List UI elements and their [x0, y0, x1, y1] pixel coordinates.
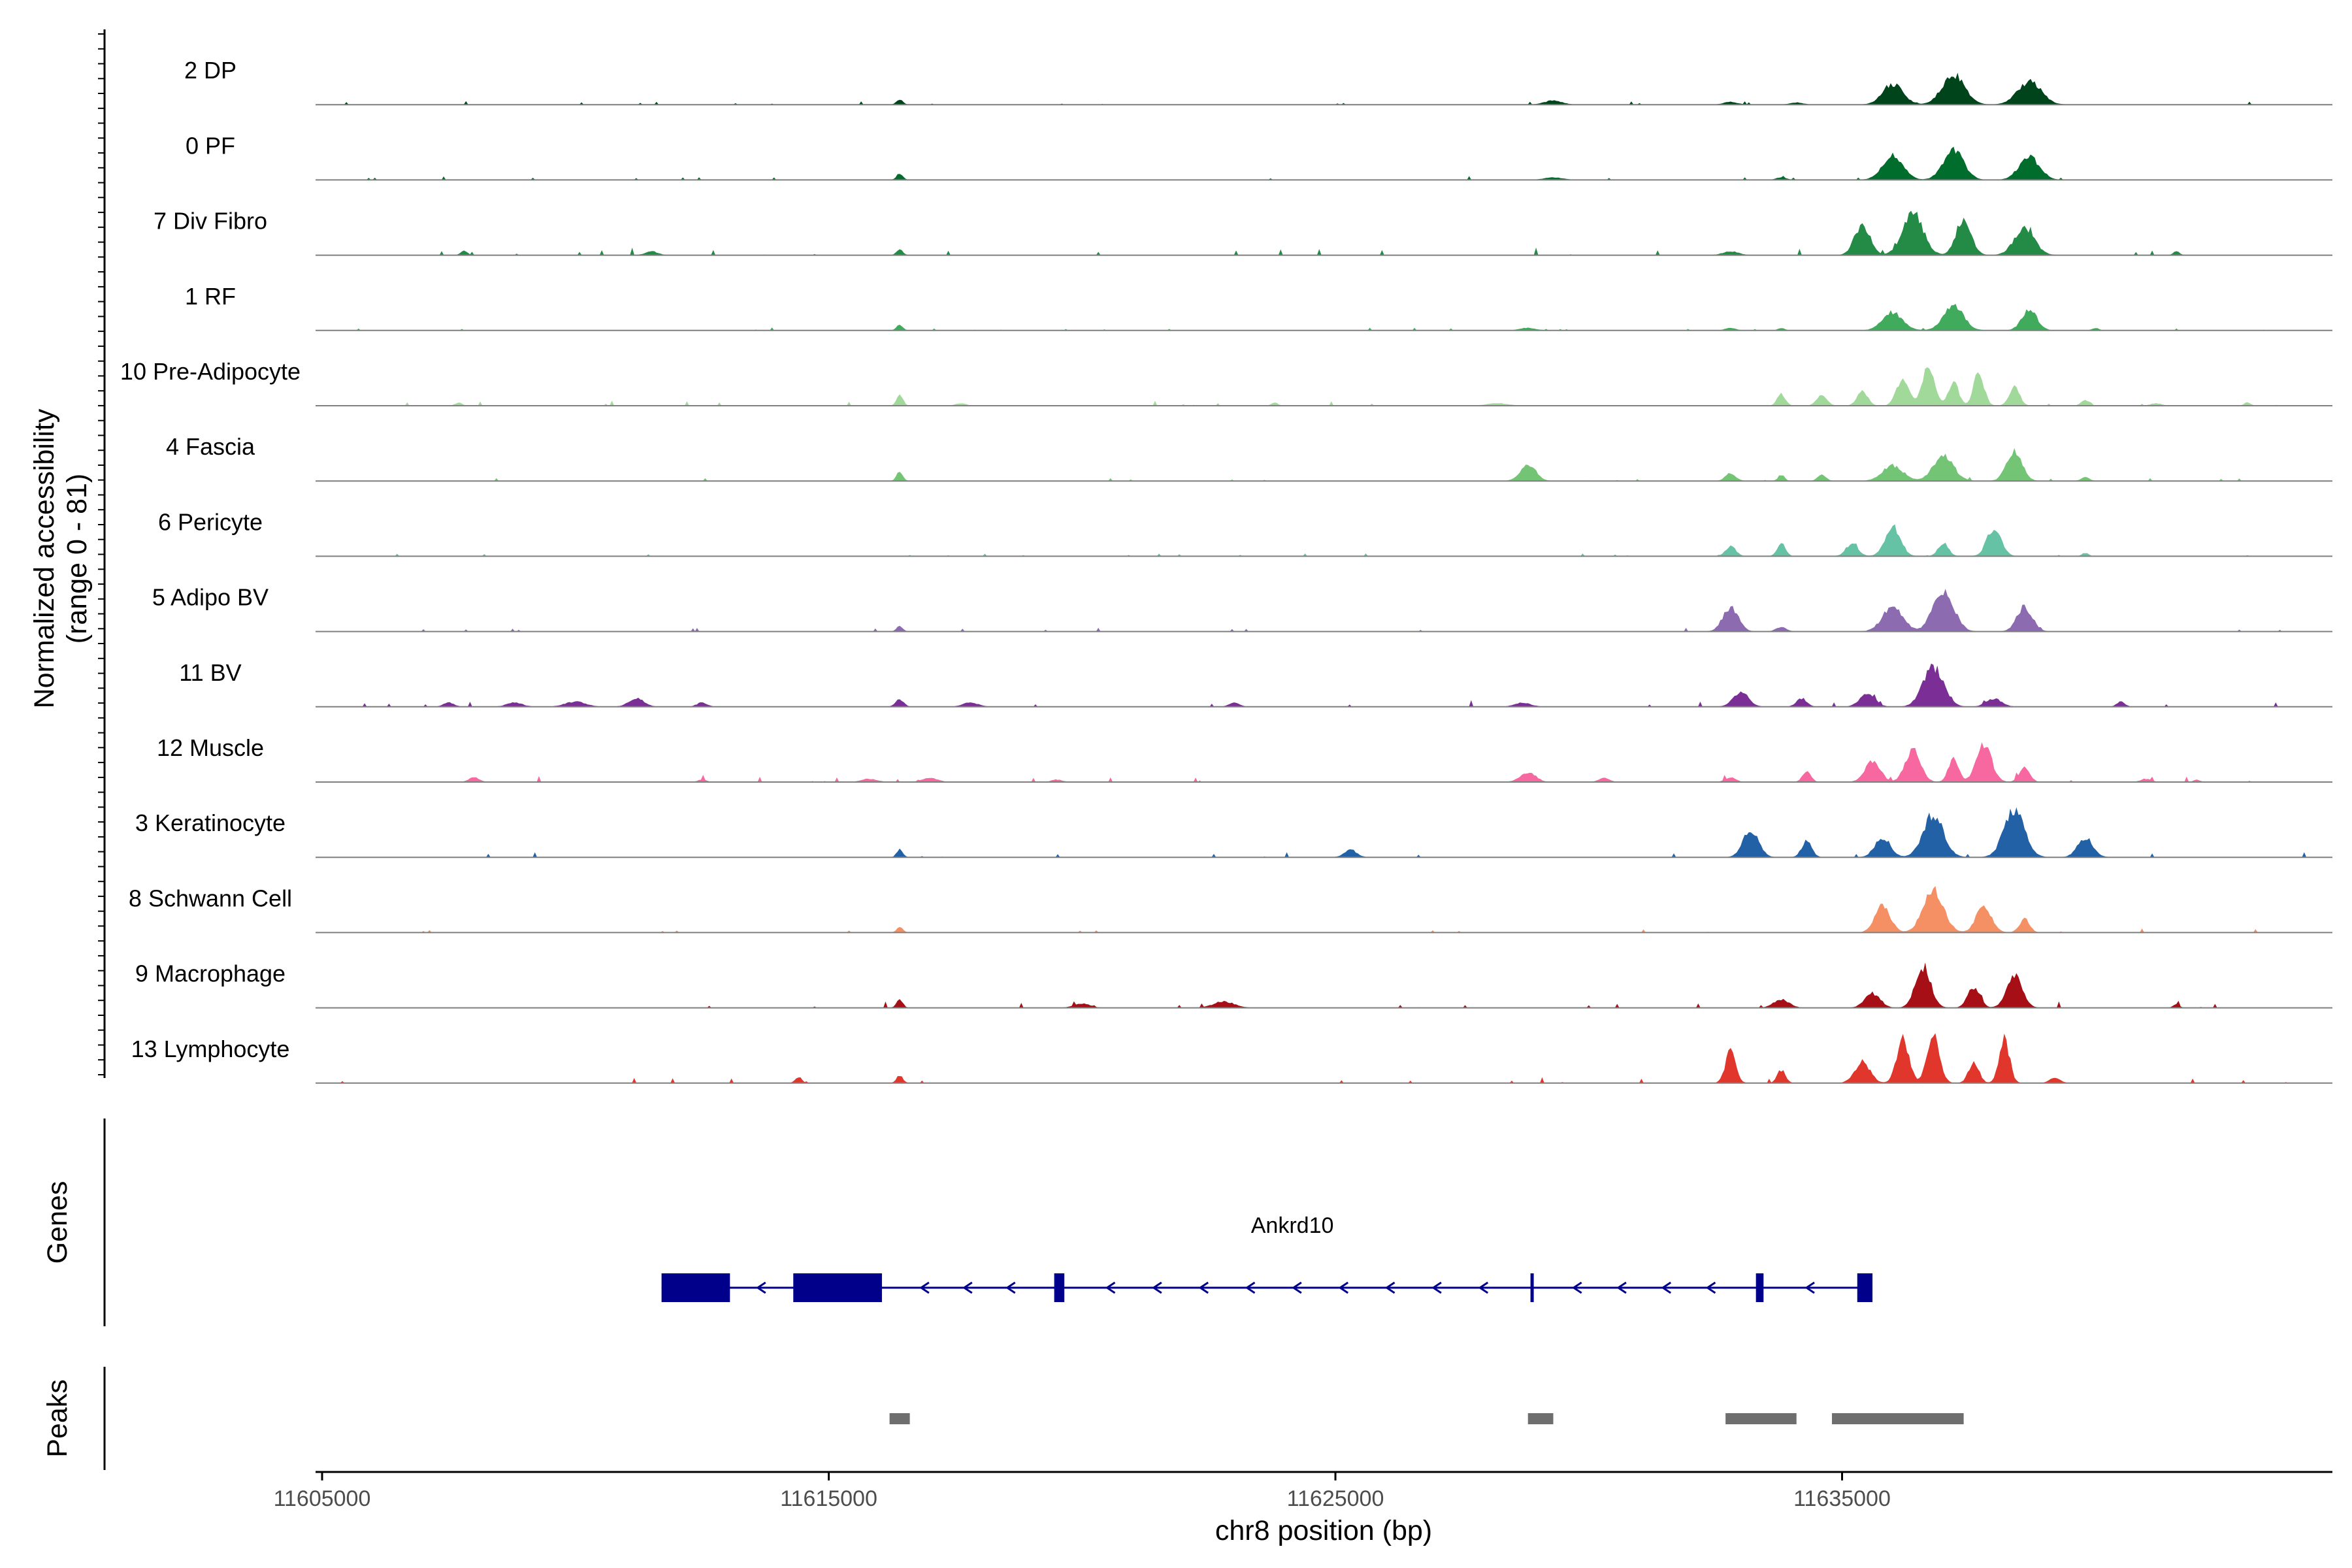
genes-panel-label: Genes — [42, 1181, 73, 1264]
coverage-area-3-keratinocyte — [316, 807, 2332, 858]
strand-arrow — [1384, 1281, 1396, 1294]
track-label: 7 Div Fibro — [154, 208, 267, 235]
strand-arrow — [756, 1281, 766, 1294]
y-axis-title: Normalized accessibility — [29, 408, 60, 708]
track-label: 13 Lymphocyte — [131, 1036, 290, 1062]
track-label: 4 Fascia — [166, 433, 255, 460]
peak-region — [889, 1413, 910, 1424]
x-tick-label: 11635000 — [1793, 1486, 1891, 1511]
x-tick-label: 11605000 — [274, 1486, 371, 1511]
y-axis-range: (range 0 - 81) — [61, 474, 93, 644]
peaks-panel-label: Peaks — [42, 1379, 73, 1458]
coverage-area-6-pericyte — [316, 524, 2332, 557]
track-label: 6 Pericyte — [158, 508, 263, 535]
gene-exon — [1530, 1273, 1534, 1302]
track-label: 10 Pre-Adipocyte — [120, 358, 301, 385]
strand-arrow — [1705, 1281, 1716, 1294]
coverage-area-11-bv — [316, 663, 2332, 708]
coverage-area-12-muscle — [316, 742, 2332, 783]
peak-regions — [889, 1413, 1964, 1424]
peak-region — [1831, 1413, 1964, 1424]
strand-arrow — [1292, 1281, 1302, 1294]
strand-arrow — [1338, 1281, 1349, 1294]
gene-exon — [1054, 1273, 1065, 1302]
peak-region — [1527, 1413, 1554, 1424]
coverage-area-5-adipo-bv — [316, 589, 2332, 632]
track-label: 2 DP — [184, 57, 237, 84]
coverage-area-10-pre-adipocyte — [316, 367, 2332, 406]
strand-arrow — [1571, 1281, 1582, 1294]
track-label: 5 Adipo BV — [152, 584, 269, 611]
coverage-area-4-fascia — [316, 448, 2332, 482]
track-label: 8 Schwann Cell — [129, 885, 292, 911]
strand-arrow — [1152, 1281, 1162, 1294]
strand-arrow — [919, 1281, 930, 1294]
x-axis-ticks: 11605000 11615000 11625000 11635000 — [274, 1472, 1891, 1511]
track-label: 9 Macrophage — [135, 960, 286, 987]
track-label: 0 PF — [186, 132, 235, 159]
strand-arrow — [1478, 1281, 1489, 1294]
coverage-area-9-macrophage — [316, 963, 2332, 1008]
coverage-area-13-lymphocyte — [316, 1033, 2332, 1084]
strand-arrow — [1431, 1281, 1442, 1294]
coverage-area-0-pf — [316, 146, 2332, 180]
strand-arrow — [1105, 1281, 1116, 1294]
strand-arrow — [962, 1281, 973, 1294]
x-tick-label: 11615000 — [780, 1486, 877, 1511]
gene-exon — [1857, 1273, 1873, 1302]
coverage-area-8-schwann-cell — [316, 886, 2332, 933]
gene-model: Ankrd10 — [661, 1213, 1873, 1302]
track-label: 12 Muscle — [157, 734, 264, 761]
coverage-area-1-rf — [316, 304, 2332, 331]
strand-arrow — [1005, 1281, 1016, 1294]
track-label: 3 Keratinocyte — [135, 809, 286, 836]
strand-arrow — [1198, 1281, 1209, 1294]
gene-exon — [661, 1273, 730, 1302]
gene-exon — [793, 1273, 882, 1302]
x-tick-label: 11625000 — [1287, 1486, 1384, 1511]
y-axis-ticks — [98, 33, 105, 1075]
track-label: 11 BV — [179, 659, 241, 686]
strand-arrow — [1661, 1281, 1672, 1294]
track-label: 1 RF — [185, 283, 236, 310]
strand-arrow — [1805, 1281, 1815, 1294]
strand-arrow — [1245, 1281, 1256, 1294]
strand-arrow — [1616, 1281, 1627, 1294]
x-axis-title: chr8 position (bp) — [1215, 1515, 1432, 1546]
coverage-tracks: 2 DP 0 PF 7 Div Fibro 1 RF 10 Pre-Adipocyte 4… — [120, 57, 2332, 1084]
peak-region — [1725, 1413, 1797, 1424]
gene-exon — [1756, 1273, 1764, 1302]
coverage-area-7-div-fibro — [316, 210, 2332, 255]
coverage-area-2-dp — [316, 73, 2332, 105]
gene-label: Ankrd10 — [1251, 1213, 1334, 1238]
